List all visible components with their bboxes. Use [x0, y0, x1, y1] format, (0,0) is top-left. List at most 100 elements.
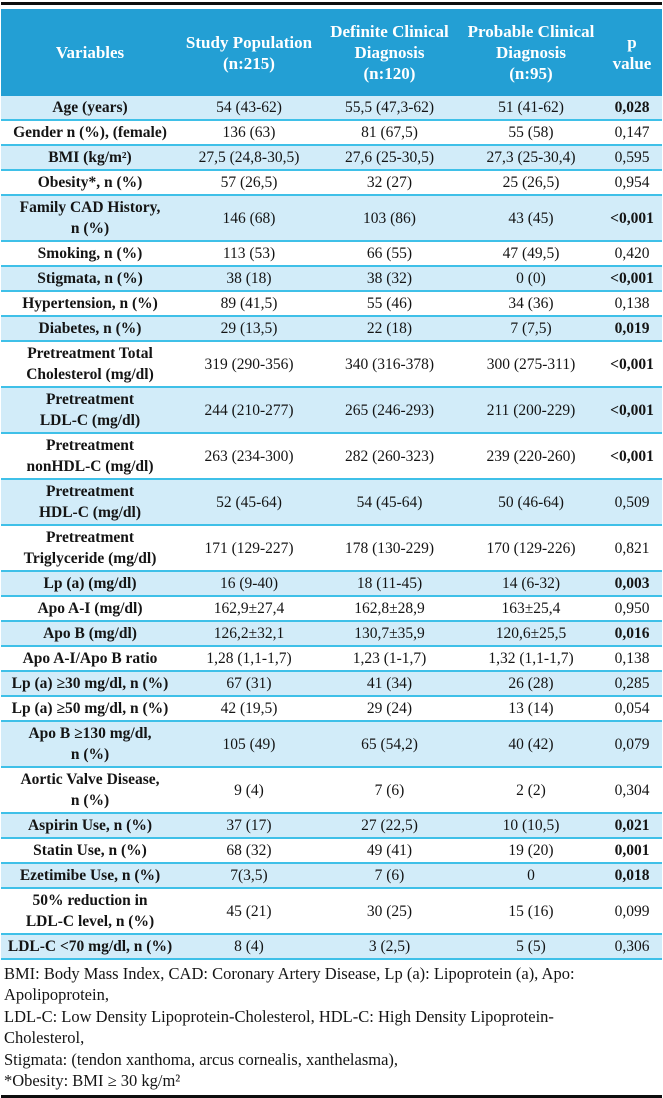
footnote-line: LDL-C: Low Density Lipoprotein-Cholester… — [4, 1006, 554, 1026]
definite-diagnosis-cell: 30 (25) — [366, 902, 413, 920]
table-row: Apo A-I (mg/dl) 162,9±27,4 162,8±28,9 16… — [1, 596, 662, 621]
variable-cell: Pretreatment nonHDL-C (mg/dl) — [26, 437, 154, 475]
probable-diagnosis-cell: 2 (2) — [516, 781, 546, 799]
variable-cell: Pretreatment Total Cholesterol (mg/dl) — [26, 345, 154, 383]
column-header-probable-diagnosis: Probable Clinical Diagnosis (n:95) — [460, 9, 602, 96]
footnote-line: *Obesity: BMI ≥ 30 kg/m² — [4, 1071, 181, 1091]
probable-diagnosis-cell: 0 — [527, 867, 535, 884]
definite-diagnosis-cell: 178 (130-229) — [344, 539, 435, 557]
p-value-cell: 0,509 — [614, 493, 650, 511]
probable-diagnosis-cell: 13 (14) — [508, 700, 554, 717]
variable-cell: 50% reduction in LDL-C level, n (%) — [25, 892, 155, 930]
study-population-cell: 244 (210-277) — [204, 401, 294, 419]
footnote-line: Cholesterol, — [4, 1028, 85, 1048]
probable-diagnosis-cell: 239 (220-260) — [486, 447, 576, 465]
column-header-study-population: Study Population (n:215) — [179, 9, 319, 96]
p-value-cell: 0,821 — [614, 539, 650, 557]
table-row: Lp (a) (mg/dl) 16 (9-40) 18 (11-45) 14 (… — [1, 571, 662, 596]
definite-diagnosis-cell: 1,23 (1-1,7) — [352, 650, 427, 667]
variable-cell: Apo B ≥130 mg/dl, n (%) — [28, 725, 152, 763]
study-population-cell: 9 (4) — [234, 781, 264, 799]
study-population-cell: 29 (13,5) — [220, 320, 278, 337]
probable-diagnosis-cell: 120,6±25,5 — [495, 625, 567, 642]
variable-cell: Stigmata, n (%) — [37, 270, 143, 287]
study-population-cell: 1,28 (1,1-1,7) — [206, 650, 292, 667]
definite-diagnosis-cell: 32 (27) — [366, 174, 413, 191]
study-population-cell: 146 (68) — [222, 209, 276, 227]
definite-diagnosis-cell: 54 (45-64) — [356, 493, 423, 511]
study-population-cell: 27,5 (24,8-30,5) — [198, 149, 300, 166]
header-row: Variables Study Population (n:215) Defin… — [1, 9, 662, 96]
probable-diagnosis-cell: 19 (20) — [508, 842, 554, 859]
table-row: Apo B (mg/dl) 126,2±32,1 130,7±35,9 120,… — [1, 621, 662, 646]
probable-diagnosis-cell: 40 (42) — [508, 735, 554, 753]
p-value-cell: 0,003 — [614, 575, 650, 592]
p-value-cell: 0,019 — [614, 320, 650, 337]
footnote-line: Apolipoprotein, — [4, 985, 109, 1005]
variable-cell: Lp (a) ≥50 mg/dl, n (%) — [11, 700, 169, 717]
definite-diagnosis-cell: 41 (34) — [366, 675, 413, 692]
p-value-cell: 0,304 — [614, 781, 650, 799]
p-value-cell: 0,016 — [614, 625, 650, 642]
definite-diagnosis-cell: 265 (246-293) — [344, 401, 435, 419]
probable-diagnosis-cell: 43 (45) — [508, 209, 554, 227]
column-header-p-value: p value — [602, 9, 662, 96]
p-value-cell: <0,001 — [610, 355, 654, 373]
table-row: Aspirin Use, n (%) 37 (17) 27 (22,5) 10 … — [1, 813, 662, 838]
probable-diagnosis-cell: 211 (200-229) — [486, 401, 576, 419]
probable-diagnosis-cell: 7 (7,5) — [510, 320, 552, 337]
table-row: Age (years) 54 (43-62) 55,5 (47,3-62) 51… — [1, 96, 662, 120]
p-value-cell: 0,950 — [614, 600, 650, 617]
definite-diagnosis-cell: 130,7±35,9 — [354, 625, 425, 642]
study-population-cell: 113 (53) — [222, 245, 276, 262]
variable-cell: Aortic Valve Disease, n (%) — [20, 771, 160, 809]
table-row: Stigmata, n (%) 38 (18) 38 (32) 0 (0) <0… — [1, 266, 662, 291]
study-population-cell: 171 (129-227) — [204, 539, 294, 557]
variable-cell: Aspirin Use, n (%) — [27, 817, 152, 834]
study-population-cell: 45 (21) — [226, 902, 272, 920]
table-row: Family CAD History, n (%) 146 (68) 103 (… — [1, 195, 662, 241]
column-header-definite-diagnosis: Definite Clinical Diagnosis (n:120) — [319, 9, 460, 96]
study-population-cell: 8 (4) — [234, 938, 264, 955]
study-population-cell: 105 (49) — [222, 735, 276, 753]
definite-diagnosis-cell: 27 (22,5) — [361, 817, 418, 834]
table-row: Pretreatment HDL-C (mg/dl) 52 (45-64) 54… — [1, 479, 662, 525]
table-row: Aortic Valve Disease, n (%) 9 (4) 7 (6) … — [1, 767, 662, 813]
p-value-cell: <0,001 — [610, 401, 654, 419]
variable-cell: Ezetimibe Use, n (%) — [19, 867, 161, 884]
table-row: Apo A-I/Apo B ratio 1,28 (1,1-1,7) 1,23 … — [1, 646, 662, 671]
variable-cell: Pretreatment HDL-C (mg/dl) — [38, 483, 142, 521]
footnote-line: Stigmata: (tendon xanthoma, arcus cornea… — [4, 1049, 399, 1069]
p-value-cell: 0,147 — [614, 124, 650, 141]
definite-diagnosis-cell: 162,8±28,9 — [354, 600, 425, 617]
definite-diagnosis-cell: 66 (55) — [366, 245, 413, 262]
table-row: Ezetimibe Use, n (%) 7(3,5) 7 (6) 0 0,01… — [1, 863, 662, 888]
clinical-characteristics-table: Variables Study Population (n:215) Defin… — [1, 9, 662, 960]
table-row: BMI (kg/m²) 27,5 (24,8-30,5) 27,6 (25-30… — [1, 145, 662, 170]
table-row: Diabetes, n (%) 29 (13,5) 22 (18) 7 (7,5… — [1, 316, 662, 341]
footnote-line: BMI: Body Mass Index, CAD: Coronary Arte… — [4, 964, 575, 983]
column-header-variables: Variables — [1, 9, 179, 96]
variable-cell: Hypertension, n (%) — [22, 295, 158, 312]
probable-diagnosis-cell: 300 (275-311) — [486, 355, 576, 373]
table-row: Pretreatment LDL-C (mg/dl) 244 (210-277)… — [1, 387, 662, 433]
table-top-rule — [1, 2, 662, 5]
variable-cell: Age (years) — [52, 99, 128, 116]
table-row: Obesity*, n (%) 57 (26,5) 32 (27) 25 (26… — [1, 170, 662, 195]
probable-diagnosis-cell: 163±25,4 — [501, 600, 561, 617]
definite-diagnosis-cell: 65 (54,2) — [361, 735, 418, 753]
probable-diagnosis-cell: 51 (41-62) — [498, 99, 564, 116]
table-row: 50% reduction in LDL-C level, n (%) 45 (… — [1, 888, 662, 934]
table-row: Pretreatment Total Cholesterol (mg/dl) 3… — [1, 341, 662, 387]
variable-cell: Diabetes, n (%) — [38, 320, 142, 337]
definite-diagnosis-cell: 282 (260-323) — [344, 447, 435, 465]
table-row: Statin Use, n (%) 68 (32) 49 (41) 19 (20… — [1, 838, 662, 863]
probable-diagnosis-cell: 170 (129-226) — [486, 539, 576, 557]
study-population-cell: 263 (234-300) — [204, 447, 294, 465]
probable-diagnosis-cell: 0 (0) — [516, 270, 546, 287]
variable-cell: LDL-C <70 mg/dl, n (%) — [7, 938, 173, 955]
p-value-cell: <0,001 — [610, 209, 654, 227]
p-value-cell: 0,138 — [614, 650, 650, 667]
probable-diagnosis-cell: 50 (46-64) — [498, 493, 564, 511]
probable-diagnosis-cell: 14 (6-32) — [501, 575, 561, 592]
